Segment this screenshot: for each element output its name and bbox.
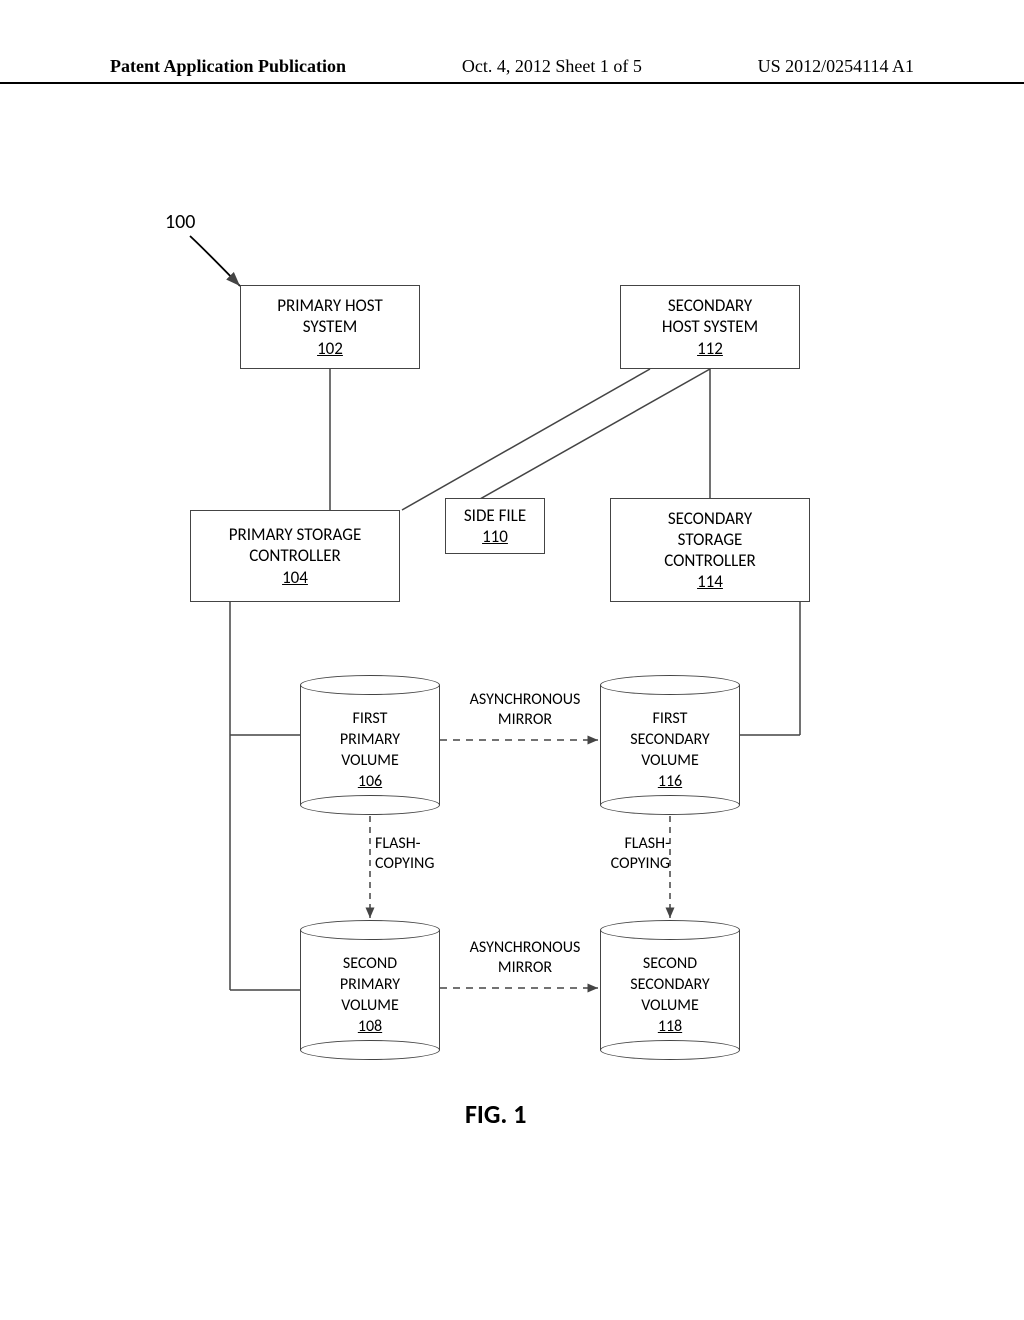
side-file-ref: 110 bbox=[482, 526, 508, 547]
ref-100-arrow bbox=[190, 236, 240, 286]
fpv-ref: 106 bbox=[358, 772, 382, 793]
fpv-line2: PRIMARY bbox=[340, 730, 400, 751]
line-sh-pc-b bbox=[450, 369, 710, 516]
side-file-box: SIDE FILE 110 bbox=[445, 498, 545, 554]
secondary-controller-ref: 114 bbox=[697, 571, 723, 592]
publication-date-sheet: Oct. 4, 2012 Sheet 1 of 5 bbox=[462, 56, 642, 77]
primary-controller-line2: CONTROLLER bbox=[249, 545, 341, 566]
flashcopy-left-label: FLASH- COPYING bbox=[375, 834, 465, 874]
async2-line2: MIRROR bbox=[455, 958, 595, 978]
secondary-host-ref: 112 bbox=[697, 338, 723, 359]
fsv-line3: VOLUME bbox=[641, 751, 699, 772]
secondary-host-box: SECONDARY HOST SYSTEM 112 bbox=[620, 285, 800, 369]
flash1-line1: FLASH- bbox=[375, 834, 465, 854]
async-mirror-2-label: ASYNCHRONOUS MIRROR bbox=[455, 938, 595, 978]
ssv-line1: SECOND bbox=[643, 954, 697, 975]
publication-number: US 2012/0254114 A1 bbox=[758, 56, 914, 77]
figure-canvas: 100 bbox=[110, 180, 914, 1170]
secondary-controller-box: SECONDARY STORAGE CONTROLLER 114 bbox=[610, 498, 810, 602]
secondary-host-line2: HOST SYSTEM bbox=[662, 316, 758, 337]
primary-host-line2: SYSTEM bbox=[303, 316, 358, 337]
fsv-line2: SECONDARY bbox=[630, 730, 709, 751]
publication-type: Patent Application Publication bbox=[110, 56, 346, 77]
secondary-controller-line1: SECONDARY bbox=[668, 508, 752, 529]
ssv-line3: VOLUME bbox=[641, 996, 699, 1017]
spv-line2: PRIMARY bbox=[340, 975, 400, 996]
ssv-ref: 118 bbox=[658, 1017, 682, 1038]
async-mirror-1-label: ASYNCHRONOUS MIRROR bbox=[455, 690, 595, 730]
secondary-host-line1: SECONDARY bbox=[668, 295, 752, 316]
primary-controller-line1: PRIMARY STORAGE bbox=[229, 524, 362, 545]
primary-controller-ref: 104 bbox=[282, 567, 308, 588]
second-secondary-volume-cyl: SECOND SECONDARY VOLUME 118 bbox=[600, 920, 740, 1060]
async1-line2: MIRROR bbox=[455, 710, 595, 730]
first-primary-volume-cyl: FIRST PRIMARY VOLUME 106 bbox=[300, 675, 440, 815]
secondary-controller-line2: STORAGE bbox=[678, 529, 743, 550]
flash1-line2: COPYING bbox=[375, 854, 465, 874]
second-primary-volume-cyl: SECOND PRIMARY VOLUME 108 bbox=[300, 920, 440, 1060]
primary-host-line1: PRIMARY HOST bbox=[277, 295, 383, 316]
primary-controller-box: PRIMARY STORAGE CONTROLLER 104 bbox=[190, 510, 400, 602]
spv-line1: SECOND bbox=[343, 954, 397, 975]
first-secondary-volume-cyl: FIRST SECONDARY VOLUME 116 bbox=[600, 675, 740, 815]
spv-ref: 108 bbox=[358, 1017, 382, 1038]
primary-host-ref: 102 bbox=[317, 338, 343, 359]
ssv-line2: SECONDARY bbox=[630, 975, 709, 996]
fsv-ref: 116 bbox=[658, 772, 682, 793]
flash2-line2: COPYING bbox=[580, 854, 670, 874]
fpv-line3: VOLUME bbox=[341, 751, 399, 772]
fpv-line1: FIRST bbox=[353, 709, 388, 730]
figure-caption: FIG. 1 bbox=[465, 1098, 526, 1130]
flashcopy-right-label: FLASH- COPYING bbox=[580, 834, 670, 874]
side-file-line1: SIDE FILE bbox=[464, 505, 526, 526]
page-header: Patent Application Publication Oct. 4, 2… bbox=[0, 56, 1024, 84]
spv-line3: VOLUME bbox=[341, 996, 399, 1017]
async1-line1: ASYNCHRONOUS bbox=[455, 690, 595, 710]
secondary-controller-line3: CONTROLLER bbox=[664, 550, 756, 571]
line-sh-pc-a bbox=[402, 369, 650, 510]
async2-line1: ASYNCHRONOUS bbox=[455, 938, 595, 958]
flash2-line1: FLASH- bbox=[580, 834, 670, 854]
fsv-line1: FIRST bbox=[653, 709, 688, 730]
primary-host-box: PRIMARY HOST SYSTEM 102 bbox=[240, 285, 420, 369]
